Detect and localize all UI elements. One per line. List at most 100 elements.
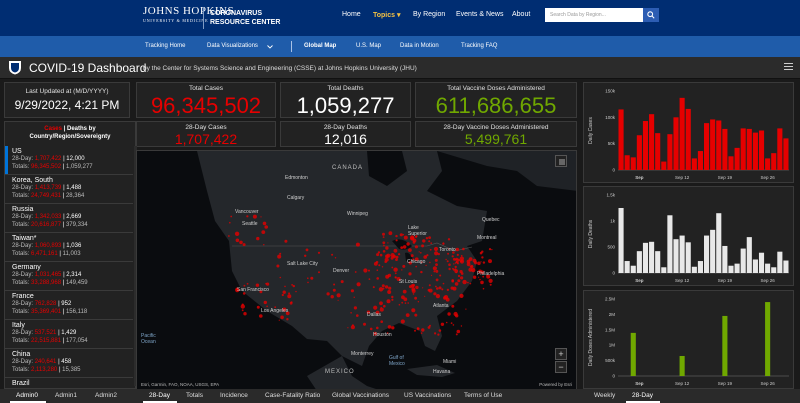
case-dot[interactable] [407, 302, 410, 304]
case-dot[interactable] [488, 278, 493, 283]
tab-admin2[interactable]: Admin2 [95, 392, 118, 399]
case-dot[interactable] [426, 254, 429, 257]
case-dot[interactable] [430, 274, 433, 276]
case-dot[interactable] [452, 324, 455, 326]
case-dot[interactable] [363, 268, 368, 273]
case-dot[interactable] [433, 292, 437, 296]
case-dot[interactable] [435, 269, 439, 273]
case-dot[interactable] [446, 288, 450, 292]
case-dot[interactable] [385, 246, 389, 250]
case-dot[interactable] [414, 296, 417, 300]
case-dot[interactable] [274, 306, 277, 309]
case-dot[interactable] [435, 294, 440, 299]
case-dot[interactable] [452, 251, 455, 254]
case-dot[interactable] [264, 225, 268, 229]
case-dot[interactable] [466, 262, 471, 267]
case-dot[interactable] [429, 261, 431, 264]
case-dot[interactable] [376, 326, 379, 330]
case-dot[interactable] [382, 250, 386, 253]
case-dot[interactable] [286, 318, 289, 321]
case-dot[interactable] [455, 247, 460, 252]
case-dot[interactable] [277, 254, 282, 259]
case-dot[interactable] [243, 284, 246, 287]
tab-admin1[interactable]: Admin1 [55, 392, 78, 399]
list-item[interactable]: China 28-Day: 240,641 | 458 Totals: 2,113,… [5, 349, 133, 378]
case-dot[interactable] [235, 288, 240, 293]
case-dot[interactable] [434, 258, 438, 262]
case-dot[interactable] [350, 312, 352, 314]
case-dot[interactable] [472, 275, 477, 279]
case-dot[interactable] [384, 285, 389, 289]
subnav-data-in-motion[interactable]: Data in Motion [400, 43, 439, 49]
case-dot[interactable] [439, 274, 442, 277]
case-dot[interactable] [432, 266, 437, 271]
case-dot[interactable] [282, 307, 287, 312]
case-dot[interactable] [394, 276, 397, 279]
case-dot[interactable] [390, 253, 395, 258]
case-dot[interactable] [450, 322, 453, 324]
case-dot[interactable] [427, 326, 431, 329]
case-dot[interactable] [480, 261, 482, 263]
tab-terms-of-use[interactable]: Terms of Use [464, 392, 503, 399]
case-dot[interactable] [435, 285, 437, 288]
case-dot[interactable] [393, 248, 398, 253]
case-dot[interactable] [288, 292, 291, 295]
case-dot[interactable] [454, 282, 459, 286]
list-item[interactable]: Taiwan* 28-Day: 1,060,893 | 1,036 Totals: … [5, 233, 133, 262]
case-dot[interactable] [394, 272, 397, 275]
case-dot[interactable] [259, 314, 263, 318]
case-dot[interactable] [252, 214, 257, 219]
case-dot[interactable] [411, 308, 416, 313]
case-dot[interactable] [289, 301, 293, 305]
case-dot[interactable] [405, 313, 410, 317]
case-dot[interactable] [447, 238, 451, 241]
case-dot[interactable] [395, 234, 398, 238]
case-dot[interactable] [383, 304, 386, 308]
case-dot[interactable] [305, 248, 309, 252]
case-dot[interactable] [279, 276, 282, 279]
case-dot[interactable] [280, 315, 284, 320]
case-dot[interactable] [373, 331, 377, 336]
case-dot[interactable] [398, 253, 401, 256]
case-dot[interactable] [457, 258, 461, 262]
nav-home[interactable]: Home [342, 11, 361, 18]
case-dot[interactable] [276, 264, 280, 268]
tab-global-vaccinations[interactable]: Global Vaccinations [332, 392, 389, 399]
case-dot[interactable] [421, 244, 425, 248]
case-dot[interactable] [375, 310, 380, 315]
case-dot[interactable] [410, 254, 414, 258]
case-dot[interactable] [239, 240, 243, 245]
case-dot[interactable] [246, 282, 249, 285]
case-dot[interactable] [456, 253, 459, 256]
case-dot[interactable] [228, 235, 230, 237]
case-dot[interactable] [430, 242, 433, 244]
case-dot[interactable] [284, 285, 286, 288]
case-dot[interactable] [386, 253, 391, 258]
case-dot[interactable] [353, 306, 357, 310]
case-dot[interactable] [437, 333, 440, 336]
map-list-icon[interactable] [555, 155, 567, 167]
case-dot[interactable] [414, 329, 416, 332]
case-dot[interactable] [459, 259, 465, 264]
case-dot[interactable] [382, 287, 385, 290]
tab-incidence[interactable]: Incidence [220, 392, 248, 399]
case-dot[interactable] [402, 289, 407, 294]
case-dot[interactable] [455, 333, 458, 336]
case-dot[interactable] [307, 281, 309, 284]
case-dot[interactable] [417, 301, 420, 303]
resource-center-title[interactable]: CORONAVIRUS RESOURCE CENTER [210, 10, 281, 26]
case-dot[interactable] [378, 264, 381, 267]
case-dot[interactable] [479, 278, 481, 281]
case-dot[interactable] [279, 252, 282, 255]
case-dot[interactable] [436, 287, 439, 290]
case-dot[interactable] [382, 232, 385, 236]
case-dot[interactable] [467, 281, 469, 284]
case-dot[interactable] [455, 314, 459, 318]
case-dot[interactable] [382, 236, 385, 238]
case-dot[interactable] [387, 325, 392, 329]
case-dot[interactable] [402, 234, 405, 236]
case-dot[interactable] [381, 266, 384, 268]
country-list-scrollbar[interactable] [134, 146, 137, 386]
case-dot[interactable] [333, 283, 336, 286]
case-dot[interactable] [434, 251, 439, 256]
